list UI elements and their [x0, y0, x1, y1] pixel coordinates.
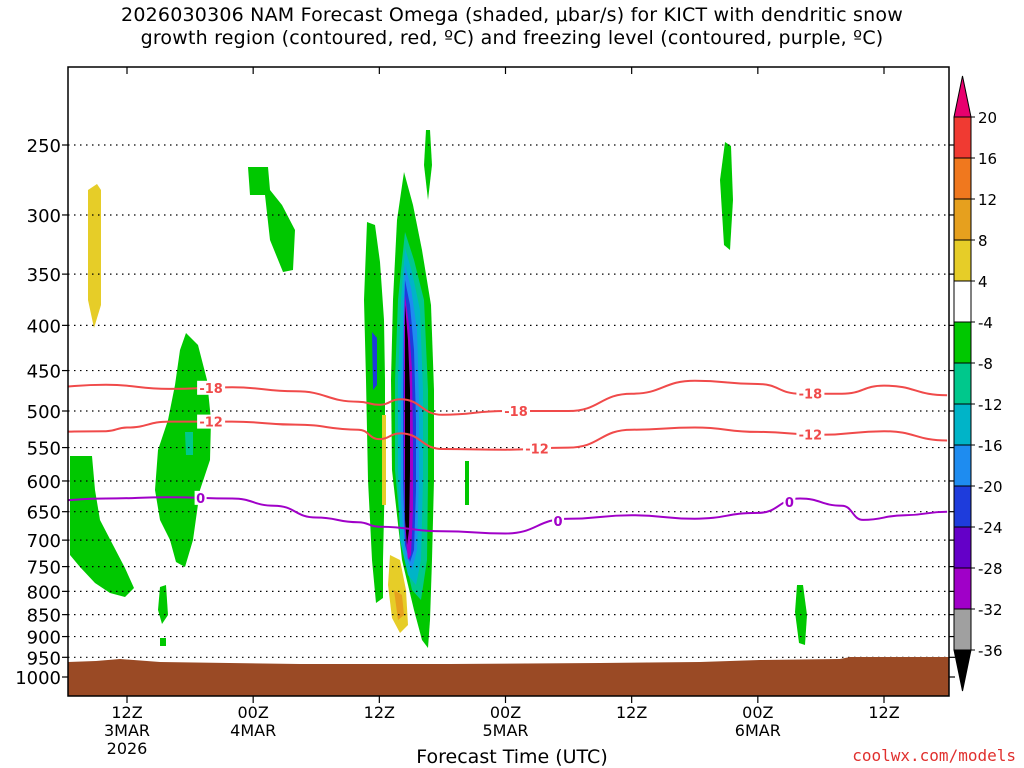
plot-frame	[67, 66, 950, 697]
y-tick-label: 400	[27, 316, 61, 337]
y-tick-label: 850	[27, 606, 61, 627]
colorbar-segment	[953, 157, 972, 200]
colorbar-segment	[953, 526, 972, 569]
omega-shade-green	[424, 130, 432, 200]
x-tick-label: 12Z	[111, 703, 142, 722]
x-tick-label: 2026	[107, 739, 148, 758]
y-tick-label: 450	[27, 362, 61, 383]
contour-label-minus18: -18	[799, 388, 823, 403]
contour-label-minus12: -12	[199, 416, 223, 431]
colorbar-segment	[953, 321, 972, 364]
contour-label-bg	[502, 404, 531, 418]
colorbar-segment	[953, 485, 972, 528]
colorbar-segment	[953, 116, 972, 159]
colorbar-label: -12	[978, 396, 1003, 414]
contour-label-bg	[783, 495, 796, 510]
contour-label-bg	[194, 490, 207, 505]
y-tick-label: 900	[27, 628, 61, 649]
omega-shade-green	[70, 456, 134, 597]
omega-shade-green	[155, 333, 211, 567]
contour-label-freezing: 0	[785, 496, 794, 511]
contour-label-bg	[796, 386, 825, 401]
x-tick-label: 3MAR	[104, 721, 150, 740]
contour-label-bg	[197, 414, 226, 429]
colorbar-segment	[953, 567, 972, 610]
y-tick-label: 300	[27, 206, 61, 227]
x-tick-label: 00Z	[490, 703, 521, 722]
contour-label-freezing: 0	[554, 515, 563, 530]
colorbar-label: 16	[978, 150, 997, 168]
omega-shade-green	[248, 167, 295, 272]
omega-shade-green	[364, 222, 385, 603]
y-tick-label: 650	[27, 503, 61, 524]
x-tick-label: 5MAR	[482, 721, 528, 740]
colorbar-label: -4	[978, 314, 993, 332]
omega-shade-green	[465, 461, 469, 505]
colorbar-segment	[953, 362, 972, 405]
colorbar-label: 20	[978, 109, 997, 127]
colorbar-segment	[953, 444, 972, 487]
colorbar-label: 8	[978, 232, 988, 250]
colorbar-label: 12	[978, 191, 997, 209]
contour-label-bg	[197, 380, 226, 395]
contour-label-minus18: -18	[199, 382, 223, 397]
x-tick-label: 00Z	[238, 703, 269, 722]
title-line-1: 2026030306 NAM Forecast Omega (shaded, μ…	[121, 4, 903, 26]
colorbar-segment	[953, 198, 972, 241]
x-tick-label: 12Z	[868, 703, 899, 722]
x-tick-label: 00Z	[742, 703, 773, 722]
x-axis-title: Forecast Time (UTC)	[416, 746, 608, 768]
y-tick-label: 750	[27, 558, 61, 579]
x-tick-label: 4MAR	[230, 721, 276, 740]
colorbar-label: -36	[978, 642, 1003, 660]
colorbar-label: -32	[978, 601, 1003, 619]
omega-shade-green	[160, 638, 166, 646]
y-tick-label: 500	[27, 402, 61, 423]
contour-label-minus12: -12	[799, 428, 823, 443]
colorbar-label: 4	[978, 273, 988, 291]
x-tick-label: 12Z	[616, 703, 647, 722]
colorbar-label: -24	[978, 519, 1003, 537]
contour-label-bg	[796, 427, 825, 442]
omega-shade-teal	[185, 432, 193, 455]
x-tick-label: 12Z	[364, 703, 395, 722]
contour-label-bg	[523, 441, 552, 456]
y-tick-label: 800	[27, 582, 61, 603]
y-tick-label: 550	[27, 439, 61, 460]
contour-minus12	[68, 420, 948, 451]
omega-shade-black	[405, 305, 410, 545]
contour-label-minus12: -12	[525, 443, 549, 458]
chart-title: 2026030306 NAM Forecast Omega (shaded, μ…	[0, 4, 1024, 50]
contour-freezing	[68, 496, 948, 535]
omega-shade-darkblue	[372, 332, 377, 390]
omega-shade-orange	[394, 590, 404, 620]
contour-label-minus18: -18	[504, 405, 528, 420]
omega-shade-yellow	[88, 184, 101, 328]
colorbar-arrow-bottom	[953, 649, 972, 692]
colorbar-label: -28	[978, 560, 1003, 578]
omega-shade-green	[720, 142, 733, 250]
colorbar-segment	[953, 608, 972, 651]
y-tick-label: 1000	[15, 668, 61, 689]
y-tick-label: 250	[27, 136, 61, 157]
colorbar-segment	[953, 239, 972, 282]
title-line-2: growth region (contoured, red, ºC) and f…	[140, 27, 884, 49]
colorbar-label: -16	[978, 437, 1003, 455]
contour-label-bg	[552, 514, 565, 529]
y-tick-label: 350	[27, 265, 61, 286]
y-tick-label: 700	[27, 531, 61, 552]
omega-shade-yellow	[382, 415, 386, 505]
credit-link[interactable]: coolwx.com/models	[852, 746, 1016, 765]
colorbar-segment	[953, 403, 972, 446]
colorbar-segment	[953, 280, 972, 323]
colorbar-label: -8	[978, 355, 993, 373]
y-tick-label: 600	[27, 472, 61, 493]
contour-label-freezing: 0	[196, 492, 205, 507]
terrain-fill	[68, 657, 949, 696]
colorbar-arrow-top	[953, 75, 972, 118]
x-tick-label: 6MAR	[735, 721, 781, 740]
colorbar-label: -20	[978, 478, 1003, 496]
y-tick-label: 950	[27, 648, 61, 669]
